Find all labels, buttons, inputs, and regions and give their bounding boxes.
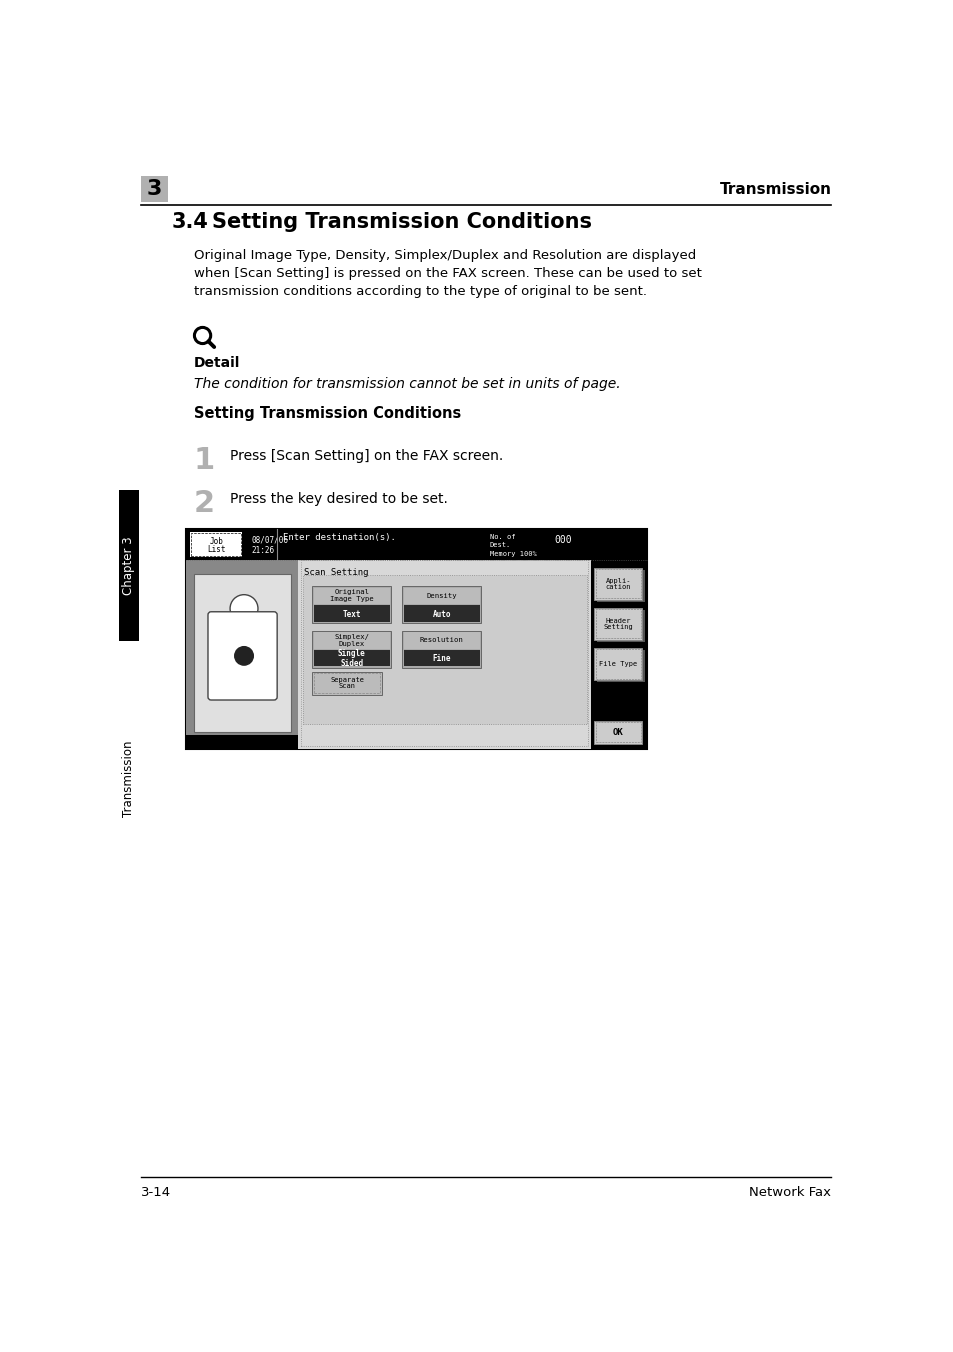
Text: The condition for transmission cannot be set in units of page.: The condition for transmission cannot be…: [193, 377, 619, 392]
Text: Press [Scan Setting] on the FAX screen.: Press [Scan Setting] on the FAX screen.: [230, 449, 503, 464]
Bar: [596, 649, 640, 679]
Bar: [596, 722, 640, 742]
Text: Text: Text: [342, 610, 360, 619]
Bar: [594, 721, 641, 744]
Bar: [190, 531, 242, 557]
Bar: [314, 606, 390, 622]
Bar: [594, 568, 641, 600]
Text: Transmission: Transmission: [719, 181, 831, 196]
Text: Auto: Auto: [432, 610, 451, 619]
Circle shape: [234, 646, 253, 665]
Text: Press the key desired to be set.: Press the key desired to be set.: [230, 492, 448, 506]
Text: Fine: Fine: [432, 654, 451, 664]
Bar: [119, 491, 138, 641]
Bar: [186, 529, 646, 749]
Text: Memory 100%: Memory 100%: [489, 552, 536, 557]
Bar: [186, 560, 298, 749]
Text: Simplex/
Duplex: Simplex/ Duplex: [334, 634, 369, 646]
Bar: [596, 569, 640, 599]
Text: Original
Image Type: Original Image Type: [330, 589, 374, 602]
Text: Header
Setting: Header Setting: [603, 618, 633, 630]
Bar: [301, 560, 587, 745]
Text: Dest.: Dest.: [489, 542, 511, 548]
Bar: [314, 650, 390, 667]
Text: 1: 1: [193, 446, 214, 475]
Bar: [186, 734, 298, 749]
Bar: [314, 588, 390, 604]
Text: Single
Sided: Single Sided: [337, 649, 365, 668]
Bar: [314, 633, 390, 649]
Circle shape: [230, 595, 257, 622]
Bar: [403, 588, 479, 604]
Bar: [403, 650, 479, 667]
Text: 21:26: 21:26: [252, 546, 274, 556]
Text: Network Fax: Network Fax: [749, 1186, 831, 1199]
Bar: [596, 610, 644, 642]
Text: 2: 2: [193, 489, 214, 518]
Bar: [402, 631, 480, 668]
Text: Original Image Type, Density, Simplex/Duplex and Resolution are displayed: Original Image Type, Density, Simplex/Du…: [193, 249, 695, 262]
Text: List: List: [207, 545, 225, 554]
Text: Density: Density: [426, 592, 456, 599]
Text: 000: 000: [554, 535, 571, 545]
Bar: [402, 587, 480, 623]
Text: 3.4: 3.4: [172, 212, 209, 233]
Text: Resolution: Resolution: [419, 637, 463, 644]
Bar: [403, 633, 479, 649]
Text: Setting Transmission Conditions: Setting Transmission Conditions: [212, 212, 592, 233]
Bar: [596, 650, 644, 683]
Bar: [314, 673, 380, 694]
Text: Appli-
cation: Appli- cation: [605, 577, 631, 589]
Bar: [596, 610, 640, 638]
Bar: [298, 560, 591, 749]
Bar: [192, 534, 241, 556]
Text: 3-14: 3-14: [141, 1186, 171, 1199]
Text: Separate
Scan: Separate Scan: [330, 677, 364, 690]
Text: Chapter 3: Chapter 3: [122, 537, 135, 595]
Bar: [303, 576, 586, 723]
FancyBboxPatch shape: [208, 611, 277, 700]
Text: Scan Setting: Scan Setting: [304, 568, 369, 577]
Bar: [312, 631, 391, 668]
Text: OK: OK: [613, 727, 623, 737]
Text: Job: Job: [209, 537, 223, 546]
Bar: [312, 587, 391, 623]
Bar: [193, 573, 291, 731]
Bar: [141, 176, 168, 203]
Text: Setting Transmission Conditions: Setting Transmission Conditions: [193, 406, 460, 420]
Text: 08/07/06: 08/07/06: [252, 535, 289, 545]
Bar: [403, 606, 479, 622]
Text: No. of: No. of: [489, 534, 515, 539]
Text: transmission conditions according to the type of original to be sent.: transmission conditions according to the…: [193, 285, 646, 299]
Text: Transmission: Transmission: [122, 740, 135, 817]
Bar: [596, 571, 644, 602]
Bar: [312, 672, 381, 695]
Text: Detail: Detail: [193, 356, 240, 370]
Text: Enter destination(s).: Enter destination(s).: [282, 533, 395, 542]
Text: 3: 3: [147, 180, 162, 199]
Text: File Type: File Type: [598, 661, 637, 667]
Text: when [Scan Setting] is pressed on the FAX screen. These can be used to set: when [Scan Setting] is pressed on the FA…: [193, 268, 700, 280]
Bar: [594, 607, 641, 639]
Bar: [594, 648, 641, 680]
